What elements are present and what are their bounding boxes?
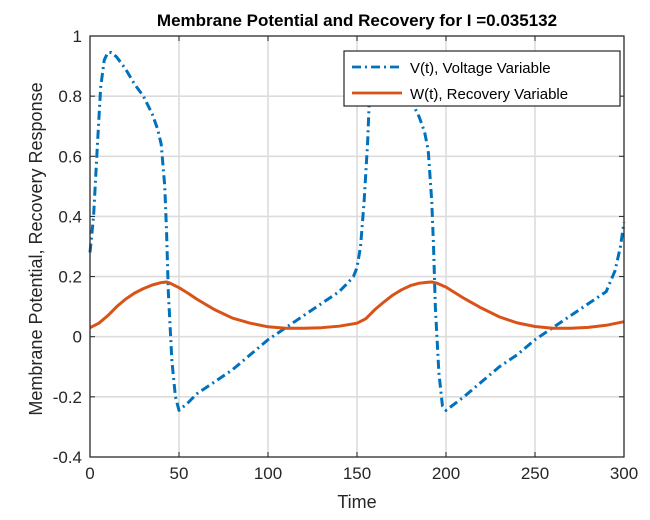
x-tick-label: 150 [343,464,371,483]
legend-label-recovery: W(t), Recovery Variable [410,86,568,103]
x-tick-label: 100 [254,464,282,483]
series-layer [88,51,626,412]
recovery-series-line [89,280,625,330]
legend: V(t), Voltage Variable W(t), Recovery Va… [343,50,621,107]
y-tick-label: 1 [73,27,82,46]
y-tick-label: -0.2 [53,388,82,407]
x-tick-label: 200 [432,464,460,483]
x-axis-label: Time [337,492,376,512]
legend-box [343,50,621,107]
y-tick-label: 0.2 [58,268,82,287]
x-tick-label: 300 [610,464,638,483]
x-tick-label: 50 [170,464,189,483]
y-tick-label: 0.6 [58,147,82,166]
x-tick-label: 250 [521,464,549,483]
y-axis-label: Membrane Potential, Recovery Response [26,82,46,415]
tick-labels: 0 50 100 150 200 250 300 -0.4 -0.2 0 0.2 0.4 0.6 0.8 1 [53,27,638,483]
legend-label-voltage: V(t), Voltage Variable [410,60,551,77]
y-tick-label: 0.4 [58,207,82,226]
y-tick-label: -0.4 [53,448,82,467]
x-tick-label: 0 [85,464,94,483]
ticks [89,35,625,458]
y-tick-label: 0.8 [58,87,82,106]
chart-title: Membrane Potential and Recovery for I =0… [157,11,557,30]
y-tick-label: 0 [73,328,82,347]
voltage-series-line [88,51,626,412]
